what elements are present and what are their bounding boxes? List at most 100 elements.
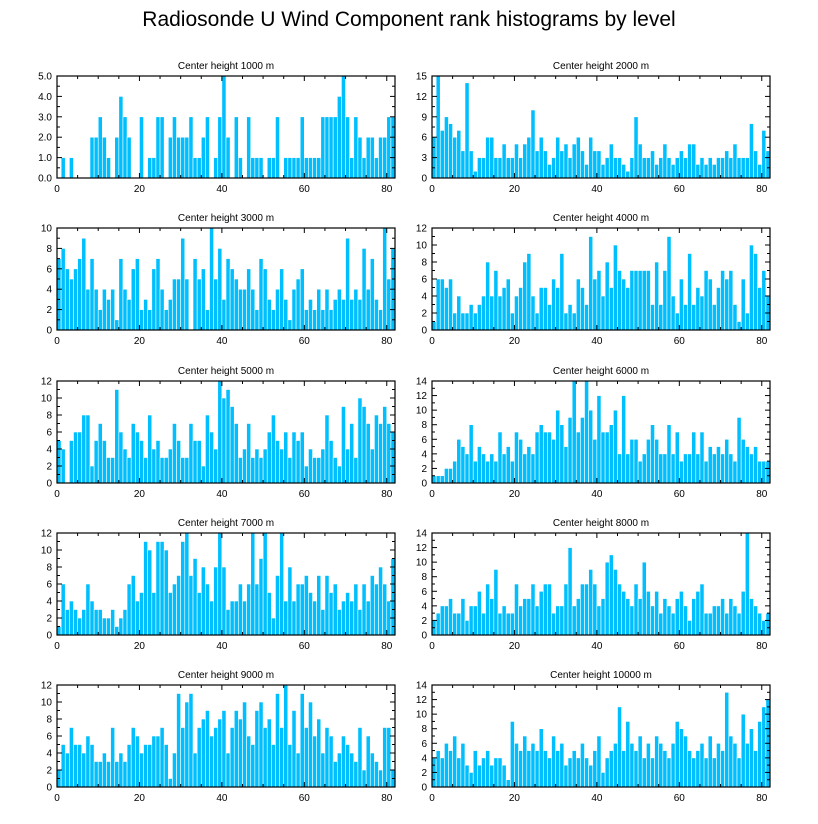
bar [629, 270, 635, 331]
bar [106, 761, 111, 788]
bar [254, 710, 260, 788]
bar [151, 448, 157, 484]
bar [316, 157, 322, 179]
bar [580, 150, 585, 179]
bar [534, 750, 540, 788]
bar [308, 448, 313, 484]
bar [77, 258, 83, 331]
panel-8: Center height 8000 m 0 20 40 60 80 0 2 4 6 8 10 12 14 [416, 518, 771, 652]
bar [180, 727, 186, 788]
bar [378, 566, 383, 636]
bar [147, 549, 153, 636]
bar [217, 380, 223, 484]
bar [374, 761, 379, 788]
bar [369, 752, 375, 788]
bar [501, 764, 507, 788]
x-tick-label: 40 [216, 641, 228, 652]
bar [130, 575, 136, 636]
bar [687, 253, 692, 331]
bar [691, 143, 697, 179]
bar [757, 721, 763, 788]
main-title: Radiosonde U Wind Component rank histogr… [142, 8, 676, 31]
bar [711, 757, 717, 788]
bar [472, 460, 478, 484]
y-tick-label: 8 [421, 420, 427, 431]
bar [254, 448, 260, 484]
bar [691, 431, 697, 484]
bar [658, 742, 664, 788]
bar [724, 278, 730, 331]
bar [542, 583, 548, 636]
bar [555, 287, 561, 331]
bar [522, 735, 528, 788]
bar [431, 321, 437, 331]
y-tick-label: 4 [46, 749, 52, 760]
bar [291, 431, 297, 484]
bar [621, 278, 627, 331]
bar [126, 744, 132, 788]
bar [497, 612, 503, 636]
bar [275, 288, 280, 331]
bar [571, 380, 577, 484]
bar [184, 701, 190, 788]
y-tick-label: 12 [416, 695, 428, 706]
bar [501, 143, 507, 179]
bar [382, 727, 388, 788]
bar [666, 605, 672, 636]
bar [328, 116, 334, 179]
x-tick-label: 20 [134, 641, 146, 652]
y-tick-label: 12 [41, 529, 53, 540]
x-tick-label: 20 [509, 489, 521, 500]
bar [361, 157, 367, 179]
bar [382, 406, 388, 484]
bar [617, 583, 622, 636]
bar [336, 609, 342, 636]
bar [600, 295, 606, 331]
bar [200, 718, 206, 788]
bar [102, 136, 107, 179]
bar [716, 287, 721, 331]
bar [324, 288, 330, 331]
bar [242, 448, 247, 484]
bar [716, 742, 721, 788]
bar [283, 157, 289, 179]
x-tick-label: 60 [674, 336, 686, 347]
bar [431, 475, 437, 484]
bar [563, 583, 569, 636]
bar [213, 278, 219, 331]
bar [287, 457, 293, 484]
bar [456, 295, 462, 331]
bar [613, 157, 618, 179]
bar [238, 718, 243, 788]
bar [176, 693, 181, 788]
bar [489, 764, 495, 788]
bar [217, 248, 223, 331]
bar [711, 164, 717, 179]
bar [699, 295, 705, 331]
bar [77, 744, 83, 788]
bar [155, 541, 161, 636]
bar [167, 136, 173, 179]
bar [538, 287, 544, 331]
y-tick-label: 2 [46, 462, 52, 473]
bar [122, 448, 128, 484]
bar [209, 431, 214, 484]
bar [526, 136, 532, 179]
bar [209, 735, 214, 788]
bar [567, 417, 573, 484]
bar [575, 598, 581, 636]
bar [580, 287, 585, 331]
bar [102, 440, 107, 484]
x-tick-label: 0 [54, 336, 60, 347]
x-tick-label: 20 [509, 793, 521, 804]
y-tick-label: 0 [421, 174, 427, 185]
bar [250, 532, 256, 636]
bar [547, 583, 552, 636]
bar [118, 96, 124, 179]
bar [736, 157, 742, 179]
panel-title: Center height 9000 m [178, 670, 274, 681]
bar [266, 431, 272, 484]
bar [472, 605, 478, 636]
bar [650, 757, 655, 788]
y-tick-label: 6 [421, 275, 427, 286]
